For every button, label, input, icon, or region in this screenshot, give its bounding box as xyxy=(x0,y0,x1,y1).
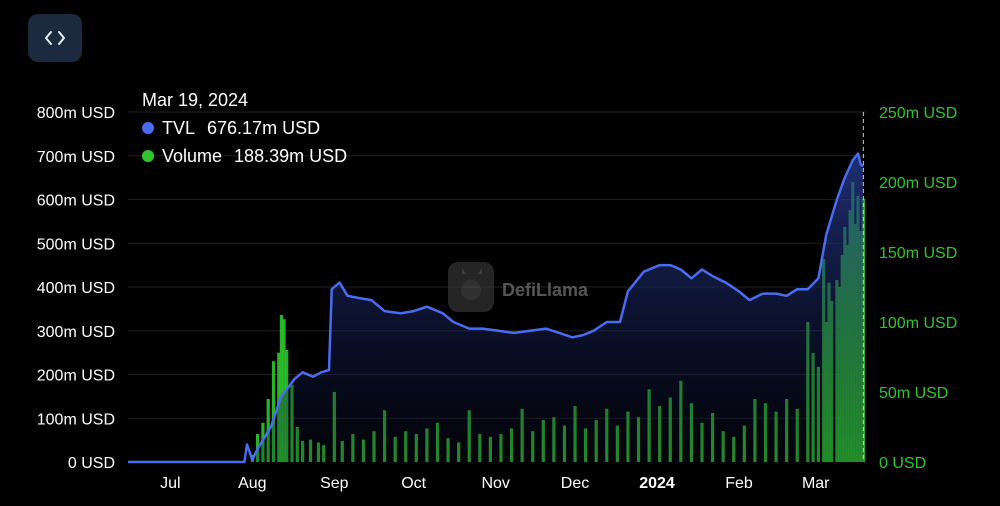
y-right-tick-label: 200m USD xyxy=(879,175,957,192)
tooltip-series-value: 188.39m USD xyxy=(234,146,348,166)
y-left-tick-label: 500m USD xyxy=(37,236,115,253)
tooltip-series-value: 676.17m USD xyxy=(207,118,321,138)
y-left-tick-label: 200m USD xyxy=(37,368,115,385)
tooltip: Mar 19, 2024 TVL 676.17m USD Volume 188.… xyxy=(142,86,347,170)
embed-code-button[interactable] xyxy=(28,14,82,62)
y-left-tick-label: 800m USD xyxy=(37,105,115,122)
y-right-tick-label: 50m USD xyxy=(879,385,948,402)
x-tick-label: Sep xyxy=(320,475,349,492)
watermark-text: DefiLlama xyxy=(502,280,589,300)
y-right-tick-label: 150m USD xyxy=(879,245,957,262)
y-left-tick-label: 400m USD xyxy=(37,280,115,297)
x-tick-label: Jul xyxy=(160,475,180,492)
tooltip-date: Mar 19, 2024 xyxy=(142,90,249,110)
x-tick-label: Feb xyxy=(725,475,753,492)
y-axis-left: 0 USD 100m USD 200m USD 300m USD 400m USD 500… xyxy=(37,105,115,472)
y-left-tick-label: 700m USD xyxy=(37,149,115,166)
y-axis-right: 0 USD 50m USD 100m USD 150m USD 200m USD 250m… xyxy=(879,105,957,472)
defillama-watermark: DefiLlama xyxy=(448,262,589,312)
x-tick-label: Dec xyxy=(561,475,589,492)
y-right-tick-label: 0 USD xyxy=(879,455,926,472)
tooltip-series-name: Volume xyxy=(162,146,223,166)
tooltip-series-name: TVL xyxy=(162,118,196,138)
tooltip-row-volume: Volume 188.39m USD xyxy=(142,142,347,170)
volume-bar xyxy=(282,319,286,462)
x-axis: Jul Aug Sep Oct Nov Dec 2024 Feb Mar xyxy=(160,475,830,492)
x-tick-label: Aug xyxy=(238,475,266,492)
y-left-tick-label: 600m USD xyxy=(37,193,115,210)
x-tick-label: Oct xyxy=(401,475,426,492)
y-left-tick-label: 100m USD xyxy=(37,411,115,428)
tooltip-row-tvl: TVL 676.17m USD xyxy=(142,114,347,142)
tvl-legend-dot xyxy=(142,122,154,134)
x-tick-label: Nov xyxy=(481,475,509,492)
volume-bar xyxy=(271,361,276,462)
y-left-tick-label: 300m USD xyxy=(37,324,115,341)
tvl-area-fill xyxy=(128,153,864,462)
volume-legend-dot xyxy=(142,150,154,162)
y-right-tick-label: 100m USD xyxy=(879,315,957,332)
tvl-line xyxy=(128,152,865,464)
volume-bar xyxy=(279,315,284,462)
y-right-tick-label: 250m USD xyxy=(879,105,957,122)
x-tick-label: Mar xyxy=(802,475,830,492)
x-tick-label: 2024 xyxy=(639,475,675,492)
y-left-tick-label: 0 USD xyxy=(68,455,115,472)
code-icon xyxy=(45,31,65,45)
